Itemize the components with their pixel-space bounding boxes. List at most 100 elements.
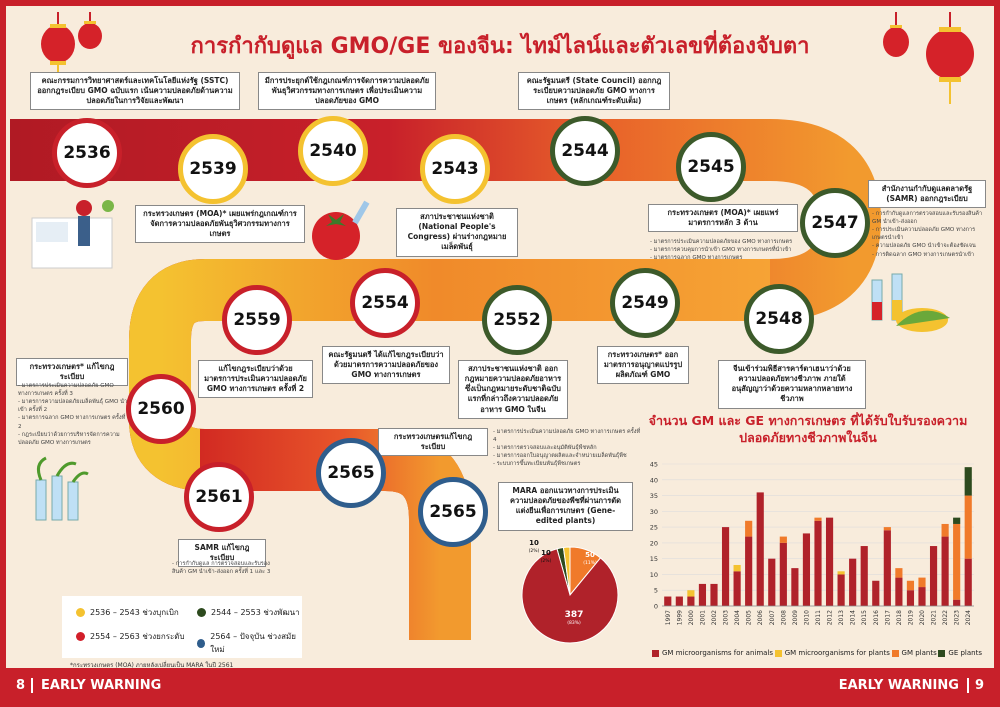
bar-segment [918, 577, 926, 588]
legend-swatch-icon [891, 649, 899, 657]
y-tick-label: 10 [650, 571, 658, 579]
pie-pct-label: (83%) [567, 620, 581, 626]
bar-segment [687, 590, 695, 597]
x-tick-label: 2008 [780, 610, 787, 625]
year-2565a: 2565 [316, 438, 386, 508]
footer-bar [0, 668, 1000, 707]
year-2544: 2544 [550, 116, 620, 186]
bar-segment [791, 568, 799, 606]
year-2549: 2549 [610, 268, 680, 338]
x-tick-label: 2018 [896, 610, 903, 625]
x-tick-label: 2001 [699, 610, 706, 625]
bar-segment [953, 517, 961, 524]
bar-segment [964, 467, 972, 496]
x-tick-label: 2024 [965, 610, 972, 625]
bar-segment [941, 536, 949, 606]
bar-segment [964, 558, 972, 606]
pie-pct-label: (2%) [529, 548, 540, 554]
x-tick-label: 2019 [907, 610, 914, 625]
bar-segment [768, 558, 776, 606]
bar-segment [953, 523, 961, 600]
y-tick-label: 20 [650, 539, 658, 547]
x-tick-label: 2015 [861, 610, 868, 625]
pie-pct-label: (2%) [541, 558, 552, 564]
lantern-icon [883, 12, 974, 104]
page-number-left: 8 [16, 678, 34, 693]
x-tick-label: 2020 [919, 610, 926, 625]
legend-item: 2536 – 2543 ช่วงบุกเบิก [76, 606, 179, 619]
pie-chart: 387(83%)50(11%)10(2%)10(2%) [521, 539, 619, 644]
footer-label-right: EARLY WARNING [838, 678, 959, 693]
pie-value-label: 10 [529, 539, 539, 547]
x-tick-label: 2005 [746, 610, 753, 625]
y-tick-label: 25 [650, 524, 658, 532]
notes-2561: การกำกับดูแล การตรวจสอบและรับรองสินค้า G… [172, 560, 282, 576]
notes-2547: การกำกับดูแลการตรวจสอบและรับรองสินค้า GM… [872, 210, 984, 259]
x-tick-label: 2011 [815, 610, 822, 625]
bar-chart-title: จำนวน GM และ GE ทางการเกษตร ที่ได้รับใบร… [648, 413, 968, 445]
x-tick-label: 2007 [769, 610, 776, 625]
timeline-card-2547: สำนักงานกำกับดูแลตลาดรัฐ (SAMR) ออกกฎระเ… [868, 180, 986, 209]
footer-right: EARLY WARNING 9 [839, 678, 984, 693]
legend-dot-icon [76, 632, 85, 641]
x-tick-label: 2021 [931, 610, 938, 625]
pie-pct-label: (11%) [583, 560, 597, 566]
y-tick-label: 30 [650, 508, 658, 516]
bar-segment [745, 520, 753, 537]
timeline-card-2554: คณะรัฐมนตรี ได้แก้ไขกฎระเบียบว่าด้วยมาตร… [322, 346, 450, 385]
bar-segment [929, 546, 938, 606]
bar-chart-legend: GM microorganisms for animals GM microorg… [652, 646, 982, 660]
timeline-card-2539: กระทรวงเกษตร (MOA)* เผยแพร่กฎเกณฑ์การจัด… [135, 205, 305, 244]
year-2548: 2548 [744, 284, 814, 354]
y-tick-label: 0 [654, 603, 658, 611]
bar-legend-item: GM microorganisms for animals [652, 646, 773, 660]
pie-value-label: 10 [541, 549, 551, 557]
legend-swatch-icon [652, 649, 659, 657]
year-2565b: 2565 [418, 477, 488, 547]
bar-segment [883, 530, 891, 606]
x-tick-label: 2017 [884, 610, 891, 625]
y-tick-label: 15 [650, 555, 658, 563]
y-tick-label: 40 [650, 476, 658, 484]
x-tick-label: 2013 [838, 610, 845, 625]
legend-item: 2564 – ปัจจุบัน ช่วงสมัยใหม่ [197, 630, 302, 656]
timeline-card-2548: จีนเข้าร่วมพิธีสารคาร์ตาเฮนาว่าด้วยความป… [718, 360, 866, 409]
timeline-card-2552: สภาประชาชนแห่งชาติ ออกกฎหมายความปลอดภัยอ… [458, 360, 568, 419]
bar-segment [825, 517, 834, 606]
year-2560: 2560 [126, 374, 196, 444]
bar-segment [756, 492, 764, 606]
year-2561: 2561 [184, 462, 254, 532]
footnote: *กระทรวงเกษตร (MOA) ภายหลังเปลี่ยนเป็น M… [70, 662, 234, 669]
bar-segment [906, 590, 915, 606]
notes-2565a: มาตรการประเมินความปลอดภัย GMO ทางการเกษต… [493, 428, 643, 469]
x-tick-label: 2002 [711, 610, 718, 625]
year-2543: 2543 [420, 134, 490, 204]
bar-segment [814, 520, 822, 606]
bar-segment [802, 533, 811, 606]
page-title: การกำกับดูแล GMO/GE ของจีน: ไทม์ไลน์และต… [190, 34, 810, 59]
bar-segment [895, 568, 903, 578]
legend-dot-icon [76, 608, 85, 617]
bar-segment [779, 536, 787, 543]
bar-segment [733, 571, 741, 606]
legend-dot-icon [197, 638, 206, 648]
bar-segment [895, 577, 903, 606]
year-2540: 2540 [298, 116, 368, 186]
pie-slice [521, 548, 619, 644]
bar-legend-item: GM plants [891, 646, 937, 660]
bar-segment [664, 596, 672, 606]
footer-label-left: EARLY WARNING [41, 678, 162, 693]
bar-chart: 0 5 10 15 20 25 30 35 40 45 1997 1999 2000 2001 2002 20… [650, 461, 974, 625]
timeline-card-2543: สภาประชาชนแห่งชาติ (National People's Co… [396, 208, 518, 257]
bar-segment [837, 571, 845, 575]
timeline-card-2545: กระทรวงเกษตร (MOA)* เผยแพร่มาตรการหลัก 3… [648, 204, 798, 233]
bar-segment [849, 558, 857, 606]
footer-left: 8 EARLY WARNING [16, 678, 161, 693]
notes-2560: มาตรการประเมินความปลอดภัย GMO ทางการเกษต… [18, 382, 130, 447]
timeline-card-2565b: MARA ออกแนวทางการประเมินความปลอดภัยของพื… [498, 482, 633, 531]
bar-segment [872, 580, 880, 606]
lab-illustration [31, 200, 114, 269]
phase-legend: 2536 – 2543 ช่วงบุกเบิก 2544 – 2553 ช่วง… [62, 596, 302, 658]
x-tick-label: 2023 [954, 610, 961, 625]
bar-segment [675, 596, 683, 606]
